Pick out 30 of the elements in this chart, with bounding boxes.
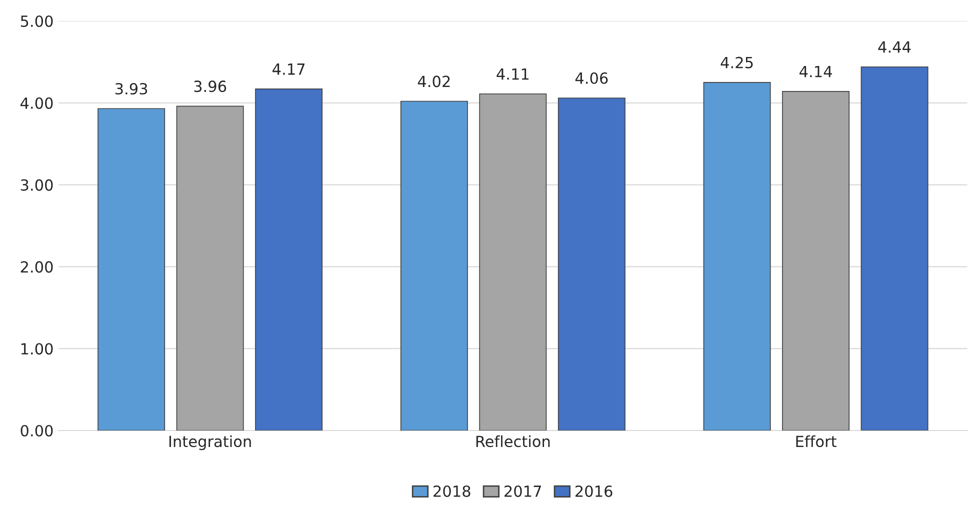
bar xyxy=(558,98,626,430)
bar xyxy=(255,88,323,430)
data-label: 4.14 xyxy=(800,66,832,78)
y-tick-label: 5.00 xyxy=(20,15,53,28)
data-label: 4.02 xyxy=(418,76,450,88)
data-label: 4.06 xyxy=(575,72,608,84)
bar xyxy=(400,100,468,430)
legend-label: 2018 xyxy=(434,485,470,498)
bar xyxy=(703,82,771,430)
data-label: 3.93 xyxy=(115,83,148,95)
x-tick-label: Integration xyxy=(169,435,251,450)
bar xyxy=(98,108,166,430)
legend-label: 2017 xyxy=(504,485,541,498)
y-tick-label: 0.00 xyxy=(20,424,53,437)
bar xyxy=(176,106,244,430)
y-tick-label: 1.00 xyxy=(21,343,53,355)
y-tick-label: 4.00 xyxy=(20,97,53,109)
data-label: 4.25 xyxy=(720,56,753,68)
y-tick-label: 2.00 xyxy=(20,261,53,273)
y-tick-label: 3.00 xyxy=(20,179,53,191)
legend-label: 2016 xyxy=(576,485,612,498)
bar xyxy=(782,91,850,430)
bar xyxy=(860,66,928,430)
x-tick-label: Effort xyxy=(796,435,836,448)
data-label: 3.96 xyxy=(194,80,226,92)
data-label: 4.44 xyxy=(878,41,911,53)
data-label: 4.11 xyxy=(496,68,529,80)
data-label: 4.17 xyxy=(272,64,305,75)
bar xyxy=(479,93,547,430)
x-tick-label: Reflection xyxy=(476,435,550,448)
